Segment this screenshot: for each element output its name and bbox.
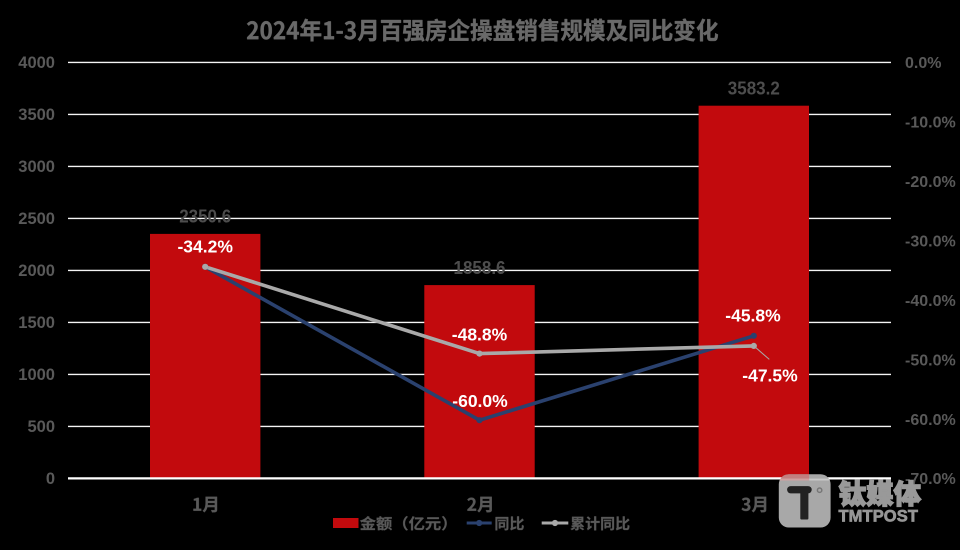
- svg-text:2500: 2500: [18, 210, 55, 228]
- svg-text:-47.5%: -47.5%: [742, 365, 798, 385]
- svg-text:-60.0%: -60.0%: [905, 412, 956, 429]
- svg-text:2000: 2000: [18, 262, 55, 280]
- svg-text:3583.2: 3583.2: [728, 78, 780, 99]
- svg-text:-70.0%: -70.0%: [905, 471, 956, 488]
- svg-text:3000: 3000: [18, 158, 55, 176]
- svg-text:-20.0%: -20.0%: [905, 174, 956, 191]
- svg-text:3500: 3500: [18, 106, 55, 124]
- svg-text:0: 0: [46, 470, 55, 488]
- svg-text:-48.8%: -48.8%: [452, 324, 508, 344]
- svg-text:1000: 1000: [18, 366, 55, 384]
- svg-text:-40.0%: -40.0%: [905, 293, 956, 310]
- svg-text:2350.6: 2350.6: [179, 206, 231, 227]
- svg-text:-34.2%: -34.2%: [177, 237, 233, 257]
- svg-text:1500: 1500: [18, 314, 55, 332]
- svg-text:-60.0%: -60.0%: [452, 391, 508, 411]
- svg-text:-45.8%: -45.8%: [725, 305, 781, 325]
- svg-text:1858.6: 1858.6: [454, 257, 506, 278]
- svg-text:500: 500: [27, 418, 55, 436]
- svg-text:-10.0%: -10.0%: [905, 115, 956, 132]
- svg-text:TMTPOST: TMTPOST: [839, 508, 919, 526]
- svg-text:0.0%: 0.0%: [905, 55, 941, 72]
- svg-text:4000: 4000: [18, 54, 55, 72]
- svg-text:-50.0%: -50.0%: [905, 352, 956, 369]
- svg-text:-30.0%: -30.0%: [905, 234, 956, 251]
